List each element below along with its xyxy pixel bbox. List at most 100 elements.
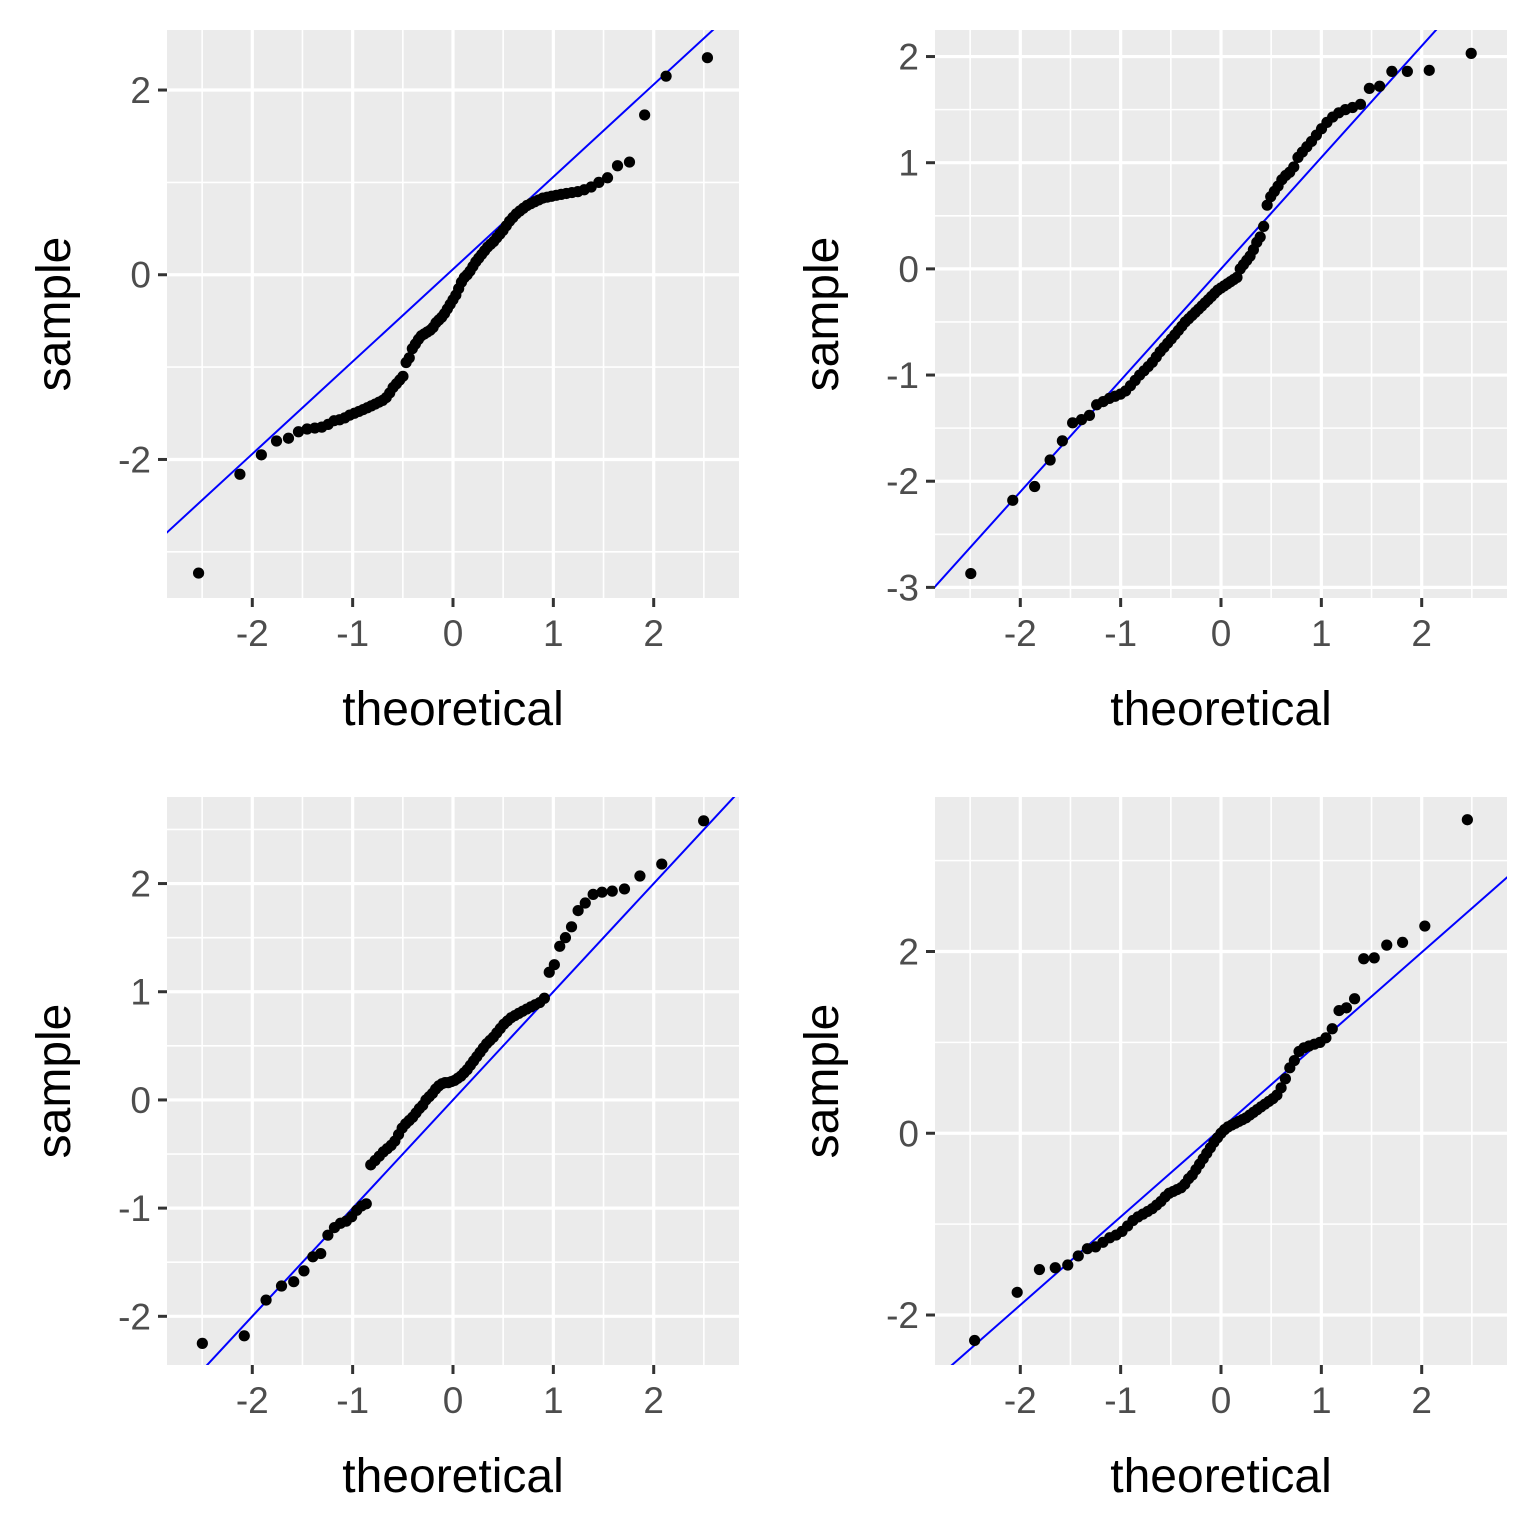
y-tick-label: 0 — [898, 249, 919, 290]
qq-panel-3: -2 -1 0 1 2 -2 -1 0 1 2 theoretical sample — [28, 797, 739, 1503]
sample-point — [282, 432, 295, 444]
sample-point — [1401, 65, 1413, 78]
sample-point — [1396, 936, 1409, 949]
y-tick-label: 2 — [898, 37, 919, 78]
sample-point — [587, 888, 599, 900]
sample-point — [660, 70, 672, 82]
sample-point — [593, 176, 605, 188]
sample-point — [579, 897, 591, 909]
sample-point — [1386, 65, 1398, 78]
x-tick-label: -2 — [236, 613, 269, 654]
sample-point — [234, 468, 246, 480]
sample-point — [1363, 82, 1375, 94]
sample-point — [1288, 161, 1300, 173]
sample-point — [548, 959, 560, 971]
x-tick-label: -2 — [1004, 613, 1037, 654]
x-tick-label: 0 — [1211, 613, 1232, 654]
sample-point — [360, 1198, 372, 1210]
sample-point — [1258, 220, 1270, 233]
sample-point — [1231, 271, 1243, 283]
sample-point — [618, 883, 631, 895]
y-tick-label: -1 — [886, 355, 919, 396]
x-tick-label: 2 — [643, 1380, 664, 1421]
x-tick-label: 2 — [643, 613, 664, 654]
sample-point — [1062, 1259, 1074, 1271]
sample-point — [403, 352, 415, 364]
sample-point — [1465, 47, 1477, 59]
sample-point — [698, 815, 710, 827]
sample-point — [322, 1229, 334, 1241]
sample-point — [1381, 939, 1393, 951]
sample-point — [701, 52, 714, 64]
sample-point — [196, 1337, 208, 1349]
y-tick-label: -2 — [118, 439, 151, 480]
sample-point — [238, 1330, 250, 1342]
x-tick-label: -1 — [1104, 1380, 1137, 1421]
x-tick-label: 1 — [543, 1380, 564, 1421]
x-tick-label: -1 — [336, 1380, 369, 1421]
y-axis-title: sample — [28, 237, 81, 392]
qq-reference-line — [935, 30, 1438, 589]
x-tick-label: 1 — [1311, 1380, 1332, 1421]
sample-point — [572, 905, 584, 917]
sample-point — [1072, 1250, 1084, 1262]
qq-panel-2: -2 -1 0 1 2 -3 -2 -1 0 1 2 theoretical sample — [796, 30, 1507, 736]
y-tick-label: -2 — [886, 1295, 919, 1336]
sample-point — [596, 886, 608, 898]
sample-point — [1419, 920, 1431, 932]
qq-panel-1: -2 -1 0 1 2 -2 0 2 theoretical sample — [28, 30, 739, 736]
sample-point — [1368, 952, 1380, 964]
x-tick-label: 2 — [1411, 1380, 1432, 1421]
x-axis-title: theoretical — [342, 683, 563, 736]
sample-point — [1275, 1082, 1287, 1094]
sample-point — [601, 172, 614, 184]
x-tick-label: 0 — [1211, 1380, 1232, 1421]
y-tick-label: 1 — [898, 143, 919, 184]
sample-point — [1056, 435, 1068, 447]
y-tick-label: -3 — [886, 567, 919, 608]
y-tick-label: 0 — [130, 255, 151, 296]
sample-point — [1254, 231, 1266, 243]
y-tick-label: 0 — [898, 1113, 919, 1154]
sample-point — [270, 435, 283, 447]
sample-point — [1044, 454, 1056, 466]
sample-point — [559, 932, 572, 944]
x-tick-label: -1 — [336, 613, 369, 654]
sample-point — [288, 1276, 300, 1288]
x-tick-label: 0 — [443, 613, 464, 654]
sample-point — [1423, 64, 1435, 76]
sample-point — [1011, 1286, 1023, 1298]
sample-point — [623, 156, 636, 168]
sample-point — [1340, 1002, 1353, 1014]
sample-point — [292, 426, 305, 438]
sample-point — [1320, 1032, 1332, 1044]
x-tick-label: 1 — [1311, 613, 1332, 654]
y-axis-title: sample — [28, 1004, 81, 1159]
x-axis-title: theoretical — [342, 1450, 563, 1503]
sample-point — [611, 160, 624, 172]
sample-point — [554, 940, 566, 952]
sample-point — [1029, 480, 1041, 493]
sample-point — [1279, 1073, 1291, 1085]
x-tick-label: -2 — [1004, 1380, 1037, 1421]
sample-point — [1354, 98, 1367, 110]
sample-point — [255, 449, 267, 461]
x-axis-title: theoretical — [1110, 683, 1331, 736]
y-tick-label: -2 — [886, 461, 919, 502]
x-tick-label: -1 — [1104, 613, 1137, 654]
x-tick-label: -2 — [236, 1380, 269, 1421]
sample-point — [1461, 814, 1473, 826]
sample-point — [1374, 80, 1386, 92]
sample-point — [397, 370, 409, 382]
sample-point — [1358, 953, 1370, 965]
y-axis-title: sample — [796, 1004, 849, 1159]
y-tick-label: 2 — [130, 70, 151, 111]
y-tick-label: 2 — [130, 864, 151, 905]
sample-point — [1007, 494, 1019, 506]
sample-point — [565, 921, 578, 933]
y-tick-label: 1 — [130, 972, 151, 1013]
sample-point — [192, 567, 205, 579]
qq-reference-line — [205, 797, 736, 1365]
sample-point — [260, 1294, 272, 1306]
